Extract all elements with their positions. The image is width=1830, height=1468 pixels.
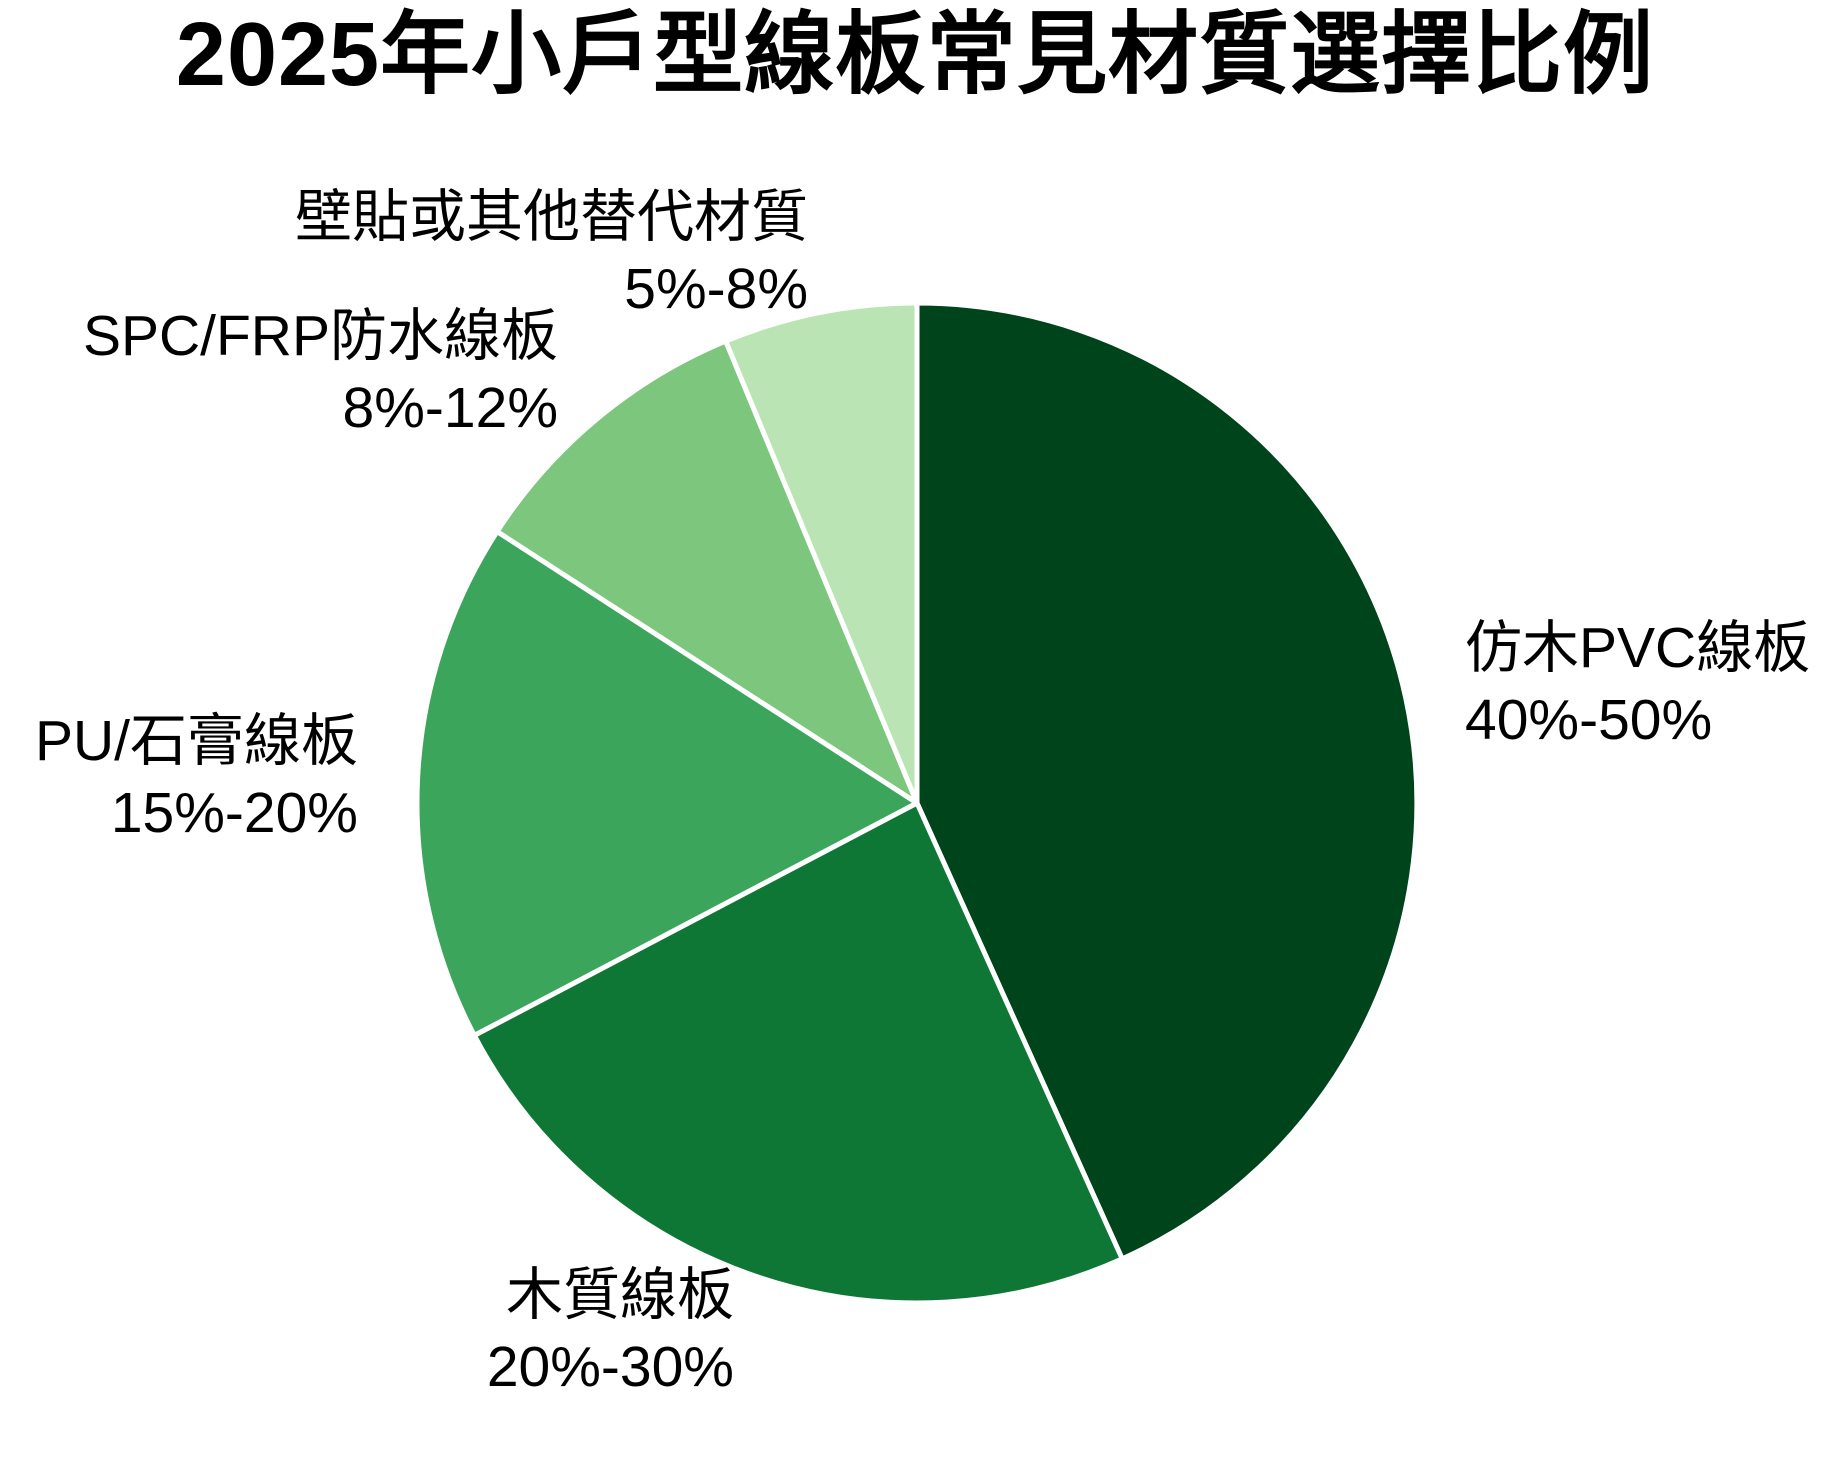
pie-slice-2 — [414, 529, 920, 1038]
pie-slice-3 — [494, 338, 920, 806]
slice-range: 5%-8% — [624, 257, 808, 321]
slice-range: 15%-20% — [110, 781, 358, 845]
pie-slice-0 — [914, 300, 1420, 1262]
chart-title: 2025年小戶型線板常見材質選擇比例 — [175, 5, 1655, 105]
slice-name: 仿木PVC線板 — [1465, 616, 1811, 681]
pie-slice-1 — [471, 800, 1125, 1306]
slice-range: 40%-50% — [1465, 688, 1713, 752]
slice-label-3: SPC/FRP防水線板 8%-12% — [83, 301, 558, 445]
pie-slice-4 — [723, 300, 920, 806]
slice-label-4: 壁貼或其他替代材質 5%-8% — [295, 182, 808, 326]
slice-label-0: 仿木PVC線板 40%-50% — [1465, 613, 1810, 757]
slice-name: SPC/FRP防水線板 — [82, 304, 558, 369]
slice-label-1: 木質線板 20%-30% — [487, 1260, 734, 1404]
slice-name: 壁貼或其他替代材質 — [295, 185, 808, 250]
slice-label-2: PU/石膏線板 15%-20% — [35, 706, 358, 850]
slice-range: 8%-12% — [342, 376, 558, 440]
slice-name: PU/石膏線板 — [34, 709, 358, 774]
slice-range: 20%-30% — [486, 1335, 734, 1399]
slice-name: 木質線板 — [506, 1263, 734, 1328]
